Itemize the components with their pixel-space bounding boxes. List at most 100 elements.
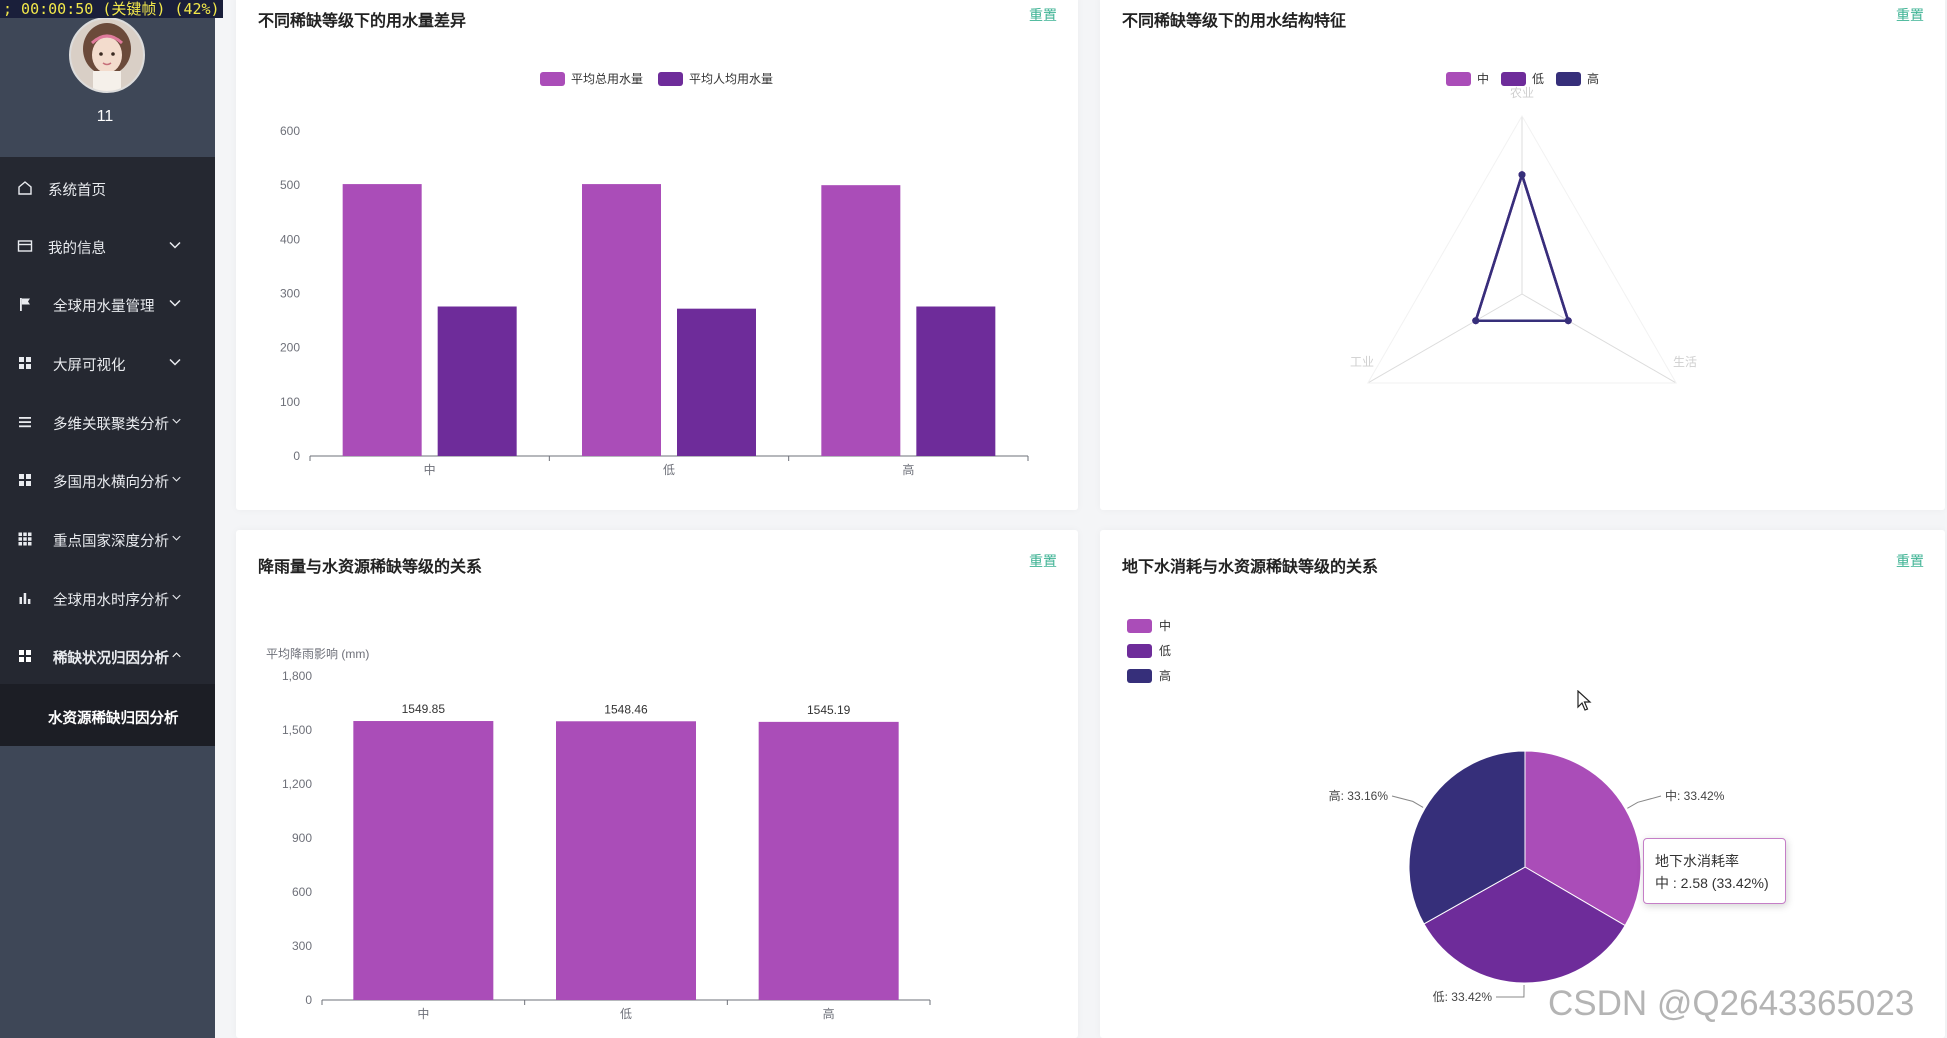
x-tick-label: 低	[663, 463, 675, 477]
menu-item-scarcity-attribution[interactable]: 稀缺状况归因分析	[0, 627, 215, 685]
card-title: 地下水消耗与水资源稀缺等级的关系	[1122, 559, 1379, 576]
avatar-image	[71, 19, 143, 91]
y-axis-label: 平均降雨影响 (mm)	[266, 646, 369, 661]
chevron-down-icon	[172, 476, 181, 482]
radar-point	[1518, 171, 1526, 179]
card-title: 不同稀缺等级下的用水量差异	[258, 13, 467, 30]
bar-chart-icon	[19, 593, 31, 604]
menu-item-label: 多维关联聚类分析	[53, 417, 169, 433]
y-tick-label: 600	[292, 885, 312, 899]
chevron-down-icon	[169, 299, 181, 307]
pie-slice-中	[1524, 750, 1642, 927]
legend-label: 低	[1159, 644, 1171, 658]
y-tick-label: 500	[280, 178, 300, 192]
bar-平均人均用水量-高	[916, 306, 996, 456]
y-tick-label: 600	[280, 124, 300, 138]
apps-icon	[18, 532, 32, 546]
chevron-down-icon	[172, 418, 181, 424]
home-icon	[18, 181, 32, 195]
radar-point	[1564, 317, 1572, 325]
chart-tooltip: 地下水消耗率 中 : 2.58 (33.42%)	[1643, 838, 1786, 904]
pie-label: 低: 33.42%	[1433, 990, 1493, 1004]
legend-label: 中	[1159, 618, 1171, 633]
radar-ring	[1366, 115, 1678, 384]
bar-平均总用水量-中	[342, 184, 422, 457]
grid-icon	[19, 474, 31, 486]
watermark: CSDN @Q2643365023	[1548, 984, 1915, 1023]
legend-label: 平均人均用水量	[689, 72, 773, 86]
pie-label-line	[1627, 795, 1662, 809]
chevron-down-icon	[169, 358, 181, 366]
chevron-up-icon	[172, 652, 181, 658]
reset-button[interactable]: 重置	[1029, 7, 1057, 23]
legend-label: 高	[1159, 668, 1171, 683]
menu-item-label: 全球用水时序分析	[53, 593, 169, 609]
data-label: 1545.19	[807, 703, 851, 717]
y-tick-label: 300	[292, 939, 312, 953]
radar-indicator-label: 农业	[1510, 86, 1534, 100]
menu-item-label: 全球用水量管理	[53, 299, 155, 315]
menu-item-deep-analysis[interactable]: 重点国家深度分析	[0, 510, 215, 568]
pie-label: 高: 33.16%	[1329, 788, 1389, 803]
username: 11	[96, 108, 114, 125]
sidebar: 11 ; 00:00:50 (关键帧) (42%) 系统首页 我的信息 全球用水…	[0, 0, 223, 1038]
legend-swatch	[1556, 72, 1581, 86]
legend-label: 高	[1587, 71, 1599, 86]
tooltip-title: 地下水消耗率	[1655, 853, 1739, 869]
y-tick-label: 900	[292, 831, 312, 845]
pie-label-line	[1495, 984, 1525, 998]
pie-chart-groundwater: 中: 33.42% 低: 33.42% 高: 33.16% 中低高	[1127, 618, 1725, 1004]
legend-swatch	[540, 72, 565, 86]
menu-item-country-analysis[interactable]: 多国用水横向分析	[0, 451, 215, 509]
menu-item-water-management[interactable]: 全球用水量管理	[0, 275, 215, 333]
legend-label: 中	[1477, 71, 1489, 86]
y-tick-label: 0	[305, 993, 312, 1007]
avatar[interactable]	[69, 17, 145, 93]
chevron-down-icon	[172, 594, 181, 600]
bar-平均总用水量-低	[582, 184, 661, 457]
menu-item-big-screen[interactable]: 大屏可视化	[0, 334, 215, 392]
bar-高	[758, 721, 899, 1000]
card-water-usage-difference: 不同稀缺等级下的用水量差异 重置 0 100 200 300 400 500 600 中 低 高 平…	[236, 0, 1078, 510]
grid-icon	[19, 650, 31, 662]
submenu-item-water-scarcity-attribution[interactable]: 水资源稀缺归因分析	[0, 684, 215, 746]
legend-swatch	[1127, 644, 1152, 658]
sidebar-menu: 系统首页 我的信息 全球用水量管理 大屏可视化 多维关联聚类分析	[0, 157, 215, 746]
menu-item-label: 稀缺状况归因分析	[53, 651, 169, 667]
x-tick-label: 高	[902, 462, 914, 477]
menu-item-label: 重点国家深度分析	[53, 534, 169, 550]
menu-item-label: 多国用水横向分析	[53, 475, 169, 491]
card-title: 降雨量与水资源稀缺等级的关系	[258, 559, 483, 576]
legend-label: 平均总用水量	[571, 72, 643, 86]
legend-swatch	[1446, 72, 1471, 86]
reset-button[interactable]: 重置	[1029, 553, 1057, 569]
legend-label: 低	[1532, 72, 1544, 86]
y-tick-label: 1,500	[282, 723, 312, 737]
card-rainfall-relation: 降雨量与水资源稀缺等级的关系 重置 平均降雨影响 (mm) 0 300 600 900 1…	[236, 530, 1078, 1038]
bar-低	[556, 721, 696, 1000]
menu-item-cluster-analysis[interactable]: 多维关联聚类分析	[0, 393, 215, 451]
y-tick-label: 1,200	[282, 777, 312, 791]
menu-item-home[interactable]: 系统首页	[0, 159, 215, 217]
y-tick-label: 1,800	[282, 669, 312, 683]
bar-chart-rainfall: 平均降雨影响 (mm) 0 300 600 900 1,200 1,500 1,800 中 154…	[266, 646, 931, 1021]
flag-icon	[20, 298, 30, 311]
bar-平均人均用水量-中	[437, 306, 517, 456]
menu-item-label: 系统首页	[48, 183, 106, 199]
grid-icon	[19, 357, 31, 369]
card-title: 不同稀缺等级下的用水结构特征	[1122, 13, 1347, 30]
bar-中	[353, 721, 494, 1000]
card-icon	[17, 240, 33, 252]
bar-平均总用水量-高	[821, 185, 901, 456]
chevron-down-icon	[169, 241, 181, 249]
menu-item-my-info[interactable]: 我的信息	[0, 217, 215, 275]
reset-button[interactable]: 重置	[1896, 7, 1924, 23]
chevron-down-icon	[172, 535, 181, 541]
radar-indicator-label: 工业	[1350, 355, 1374, 369]
reset-button[interactable]: 重置	[1896, 553, 1924, 569]
x-tick-label: 高	[823, 1006, 835, 1021]
menu-item-time-series[interactable]: 全球用水时序分析	[0, 569, 215, 627]
y-tick-label: 400	[280, 232, 300, 246]
